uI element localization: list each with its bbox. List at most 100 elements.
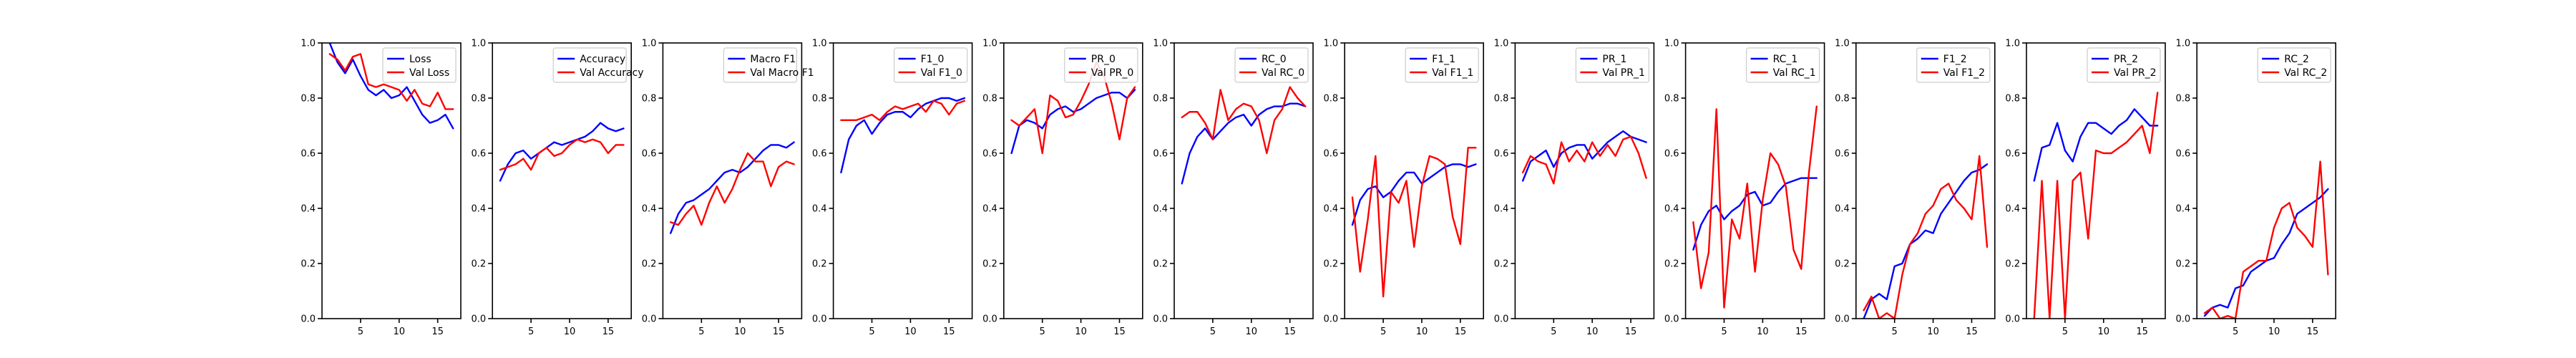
x-tick-label: 15 — [1113, 326, 1126, 337]
y-tick-label: 0.4 — [1664, 204, 1679, 215]
x-tick-label: 10 — [1246, 326, 1258, 337]
legend-label: Val F1_1 — [1432, 67, 1473, 79]
y-tick-label: 0.8 — [642, 94, 657, 105]
series-line-val-loss — [328, 53, 454, 110]
y-tick-label: 0.4 — [1324, 204, 1339, 215]
chart-panel-12: 0.0 0.2 0.4 0.6 0.8 1.0 5 10 15 RC_2 Val RC_2 — [2176, 39, 2336, 337]
legend: F1_1 Val F1_1 — [1405, 47, 1479, 83]
x-tick-label: 10 — [1075, 326, 1087, 337]
legend-box — [1746, 47, 1820, 83]
x-tick-label: 10 — [734, 326, 746, 337]
y-tick-label: 1.0 — [301, 39, 316, 49]
y-tick-label: 0.2 — [1494, 259, 1509, 270]
series-line-val-rc-2 — [2203, 160, 2329, 319]
axes-frame — [1003, 42, 1143, 319]
y-tick-label: 0.8 — [2176, 94, 2191, 105]
legend: F1_2 Val F1_2 — [1916, 47, 1991, 83]
chart-panel-9: 0.0 0.2 0.4 0.6 0.8 1.0 5 10 15 RC_1 Val RC_1 — [1664, 39, 1825, 337]
y-tick-label: 1.0 — [2005, 39, 2020, 49]
legend-label: RC_0 — [1262, 54, 1287, 65]
series-line-pr-1 — [1521, 130, 1647, 182]
y-tick-label: 1.0 — [2176, 39, 2191, 49]
y-tick-label: 0.2 — [642, 259, 657, 270]
x-tick-label: 5 — [869, 326, 874, 337]
legend-label: F1_1 — [1432, 54, 1455, 65]
legend: RC_1 Val RC_1 — [1746, 47, 1820, 83]
series-line-val-f1-1 — [1351, 147, 1477, 298]
y-tick-label: 0.0 — [2005, 314, 2020, 325]
series-line-val-pr-1 — [1521, 135, 1647, 185]
legend-box — [1916, 47, 1991, 83]
legend-label: Val F1_0 — [921, 67, 962, 79]
y-tick-label: 0.0 — [301, 314, 316, 325]
y-tick-label: 0.2 — [301, 259, 316, 270]
y-tick-label: 0.4 — [982, 204, 997, 215]
chart-panel-8: 0.0 0.2 0.4 0.6 0.8 1.0 5 10 15 PR_1 Val PR_1 — [1494, 39, 1655, 337]
y-tick-label: 0.2 — [2176, 259, 2191, 270]
y-tick-label: 0.4 — [1494, 204, 1509, 215]
x-tick-label: 15 — [1455, 326, 1467, 337]
series-line-loss — [328, 43, 454, 130]
x-tick-label: 15 — [1625, 326, 1637, 337]
x-tick-label: 5 — [1380, 326, 1386, 337]
axes-frame — [1855, 42, 1996, 319]
x-tick-label: 15 — [2307, 326, 2319, 337]
y-tick-label: 0.6 — [982, 149, 997, 160]
y-tick-label: 0.2 — [1835, 259, 1850, 270]
x-tick-label: 15 — [1966, 326, 1978, 337]
y-tick-label: 0.8 — [1664, 94, 1679, 105]
y-tick-label: 1.0 — [812, 39, 827, 49]
series-line-val-pr-0 — [1010, 61, 1136, 155]
legend-label: Val F1_2 — [1943, 67, 1985, 79]
legend-label: Val PR_0 — [1091, 67, 1134, 79]
axes-frame — [1174, 42, 1314, 319]
y-tick-label: 1.0 — [1153, 39, 1168, 49]
y-tick-label: 0.4 — [2005, 204, 2020, 215]
y-tick-label: 1.0 — [1324, 39, 1339, 49]
legend-box — [723, 47, 798, 83]
x-tick-label: 15 — [1795, 326, 1807, 337]
y-tick-label: 0.8 — [301, 94, 316, 105]
chart-panel-2: 0.0 0.2 0.4 0.6 0.8 1.0 5 10 15 Accuracy Val Accur… — [472, 39, 644, 338]
axes-frame — [832, 42, 973, 319]
legend-label: RC_2 — [2284, 54, 2309, 65]
axes-frame — [1684, 42, 1825, 319]
y-tick-label: 0.0 — [1664, 314, 1679, 325]
y-tick-label: 0.6 — [642, 149, 657, 160]
x-tick-label: 10 — [394, 326, 406, 337]
y-tick-label: 1.0 — [1664, 39, 1679, 49]
legend-label: PR_1 — [1602, 54, 1626, 65]
legend-label: Loss — [409, 54, 431, 65]
x-tick-label: 15 — [602, 326, 615, 337]
y-tick-label: 0.2 — [2005, 259, 2020, 270]
legend-box — [2257, 47, 2331, 83]
legend-label: F1_0 — [921, 54, 945, 65]
x-tick-label: 10 — [2098, 326, 2110, 337]
legend-box — [1575, 47, 1649, 83]
y-tick-label: 0.0 — [2176, 314, 2191, 325]
axes-frame — [321, 42, 462, 319]
series-line-val-rc-0 — [1181, 86, 1307, 155]
x-tick-label: 5 — [698, 326, 704, 337]
y-tick-label: 0.2 — [1324, 259, 1339, 270]
x-tick-label: 15 — [431, 326, 444, 337]
y-tick-label: 0.2 — [472, 259, 487, 270]
y-tick-label: 1.0 — [1494, 39, 1509, 49]
legend-label: Val RC_0 — [1262, 67, 1304, 79]
x-tick-label: 5 — [1040, 326, 1045, 337]
chart-panel-7: 0.0 0.2 0.4 0.6 0.8 1.0 5 10 15 F1_1 Val F1_1 — [1324, 39, 1484, 337]
y-tick-label: 0.4 — [301, 204, 316, 215]
y-tick-label: 0.6 — [301, 149, 316, 160]
y-tick-label: 0.2 — [1664, 259, 1679, 270]
legend: F1_0 Val F1_0 — [893, 47, 968, 83]
legend-box — [2087, 47, 2161, 83]
x-tick-label: 10 — [1757, 326, 1769, 337]
y-tick-label: 0.6 — [1324, 149, 1339, 160]
x-tick-label: 10 — [2268, 326, 2280, 337]
chart-panel-10: 0.0 0.2 0.4 0.6 0.8 1.0 5 10 15 F1_2 Val F1_2 — [1835, 39, 1996, 337]
legend-label: F1_2 — [1943, 54, 1967, 65]
legend-box — [1234, 47, 1309, 83]
x-tick-label: 5 — [2062, 326, 2068, 337]
y-tick-label: 0.6 — [2176, 149, 2191, 160]
chart-panel-11: 0.0 0.2 0.4 0.6 0.8 1.0 5 10 15 PR_2 Val PR_2 — [2005, 39, 2166, 337]
